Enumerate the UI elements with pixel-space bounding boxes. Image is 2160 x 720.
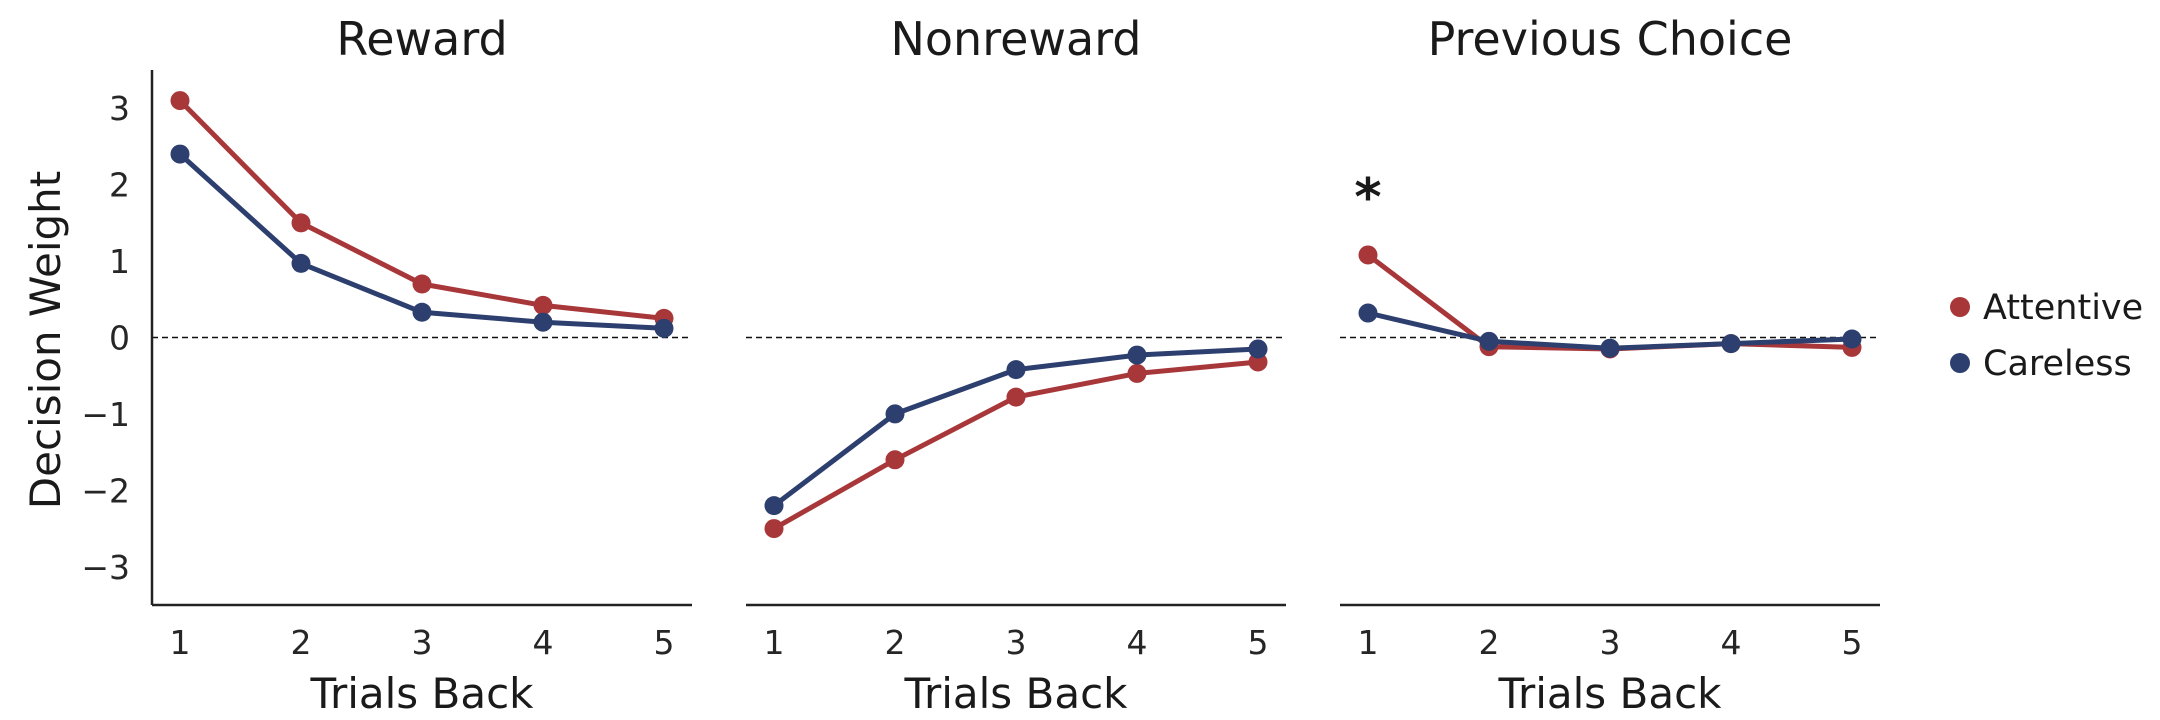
data-point-careless xyxy=(1358,303,1378,323)
x-tick-label: 5 xyxy=(654,623,675,662)
panel-title: Reward xyxy=(336,12,507,66)
y-tick-label: −2 xyxy=(81,471,130,510)
x-tick-label: 4 xyxy=(533,623,554,662)
data-point-careless xyxy=(654,318,674,338)
legend-label-attentive: Attentive xyxy=(1983,288,2143,328)
legend-marker-attentive xyxy=(1950,297,1970,317)
legend-label-careless: Careless xyxy=(1983,344,2132,384)
x-tick-label: 4 xyxy=(1127,623,1148,662)
data-point-careless xyxy=(1479,331,1499,351)
significance-marker: * xyxy=(1354,168,1381,228)
data-point-careless xyxy=(170,144,190,164)
x-tick-label: 2 xyxy=(885,623,906,662)
y-axis-label: Decision Weight xyxy=(21,171,70,509)
data-point-careless xyxy=(291,253,311,273)
panel-title: Previous Choice xyxy=(1428,12,1793,66)
data-point-attentive xyxy=(170,91,190,111)
x-tick-label: 5 xyxy=(1248,623,1269,662)
data-point-careless xyxy=(1248,339,1268,359)
data-point-attentive xyxy=(412,274,432,294)
series-line-attentive xyxy=(1365,252,1855,352)
x-axis-label: Trials Back xyxy=(903,669,1128,718)
data-point-attentive xyxy=(1006,387,1026,407)
x-axis-label: Trials Back xyxy=(309,669,534,718)
y-tick-label: 1 xyxy=(109,242,130,281)
series-line-careless xyxy=(177,151,667,331)
series-line-attentive xyxy=(771,359,1261,532)
y-tick-label: −3 xyxy=(81,548,130,587)
data-point-careless xyxy=(1006,360,1026,380)
data-point-careless xyxy=(1600,338,1620,358)
data-point-careless xyxy=(885,404,905,424)
x-tick-label: 1 xyxy=(1358,623,1379,662)
data-point-attentive xyxy=(885,450,905,470)
data-point-attentive xyxy=(1127,363,1147,383)
data-point-attentive xyxy=(1248,352,1268,372)
x-tick-label: 3 xyxy=(1600,623,1621,662)
data-point-careless xyxy=(533,312,553,332)
x-tick-label: 2 xyxy=(1479,623,1500,662)
x-axis-label: Trials Back xyxy=(1497,669,1722,718)
legend: Attentive Careless xyxy=(1950,288,2143,384)
panel-previous-choice: Previous Choice 1 2 3 4 5 Trials Back * xyxy=(1340,12,1880,718)
x-tick-label: 5 xyxy=(1842,623,1863,662)
x-tick-label: 2 xyxy=(291,623,312,662)
panel-nonreward: Nonreward 1 2 3 4 5 Trials Back xyxy=(746,12,1286,718)
data-point-attentive xyxy=(533,295,553,315)
data-point-attentive xyxy=(764,519,784,539)
x-tick-label: 1 xyxy=(764,623,785,662)
panel-title: Nonreward xyxy=(890,12,1141,66)
y-tick-label: 3 xyxy=(109,89,130,128)
x-tick-label: 3 xyxy=(412,623,433,662)
x-tick-label: 1 xyxy=(170,623,191,662)
panel-reward: Reward 3 2 1 0 −1 −2 −3 1 2 3 4 5 Trials Back xyxy=(81,12,692,718)
data-point-careless xyxy=(1721,334,1741,354)
data-point-careless xyxy=(1842,329,1862,349)
legend-marker-careless xyxy=(1950,353,1970,373)
x-tick-label: 3 xyxy=(1006,623,1027,662)
x-tick-label: 4 xyxy=(1721,623,1742,662)
data-point-careless xyxy=(412,302,432,322)
data-point-careless xyxy=(764,496,784,516)
y-tick-label: 2 xyxy=(109,166,130,205)
y-tick-label: 0 xyxy=(109,319,130,358)
y-tick-label: −1 xyxy=(81,395,130,434)
data-point-attentive xyxy=(291,213,311,233)
data-point-careless xyxy=(1127,345,1147,365)
data-point-attentive xyxy=(1358,245,1378,265)
